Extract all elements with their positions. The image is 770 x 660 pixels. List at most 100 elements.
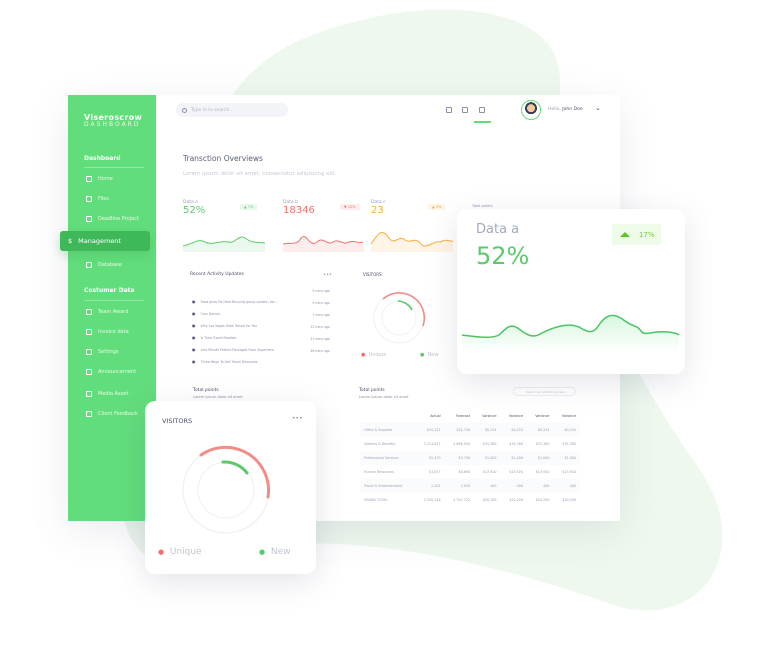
column-header — [360, 409, 415, 423]
brand-subtitle: DASHBOARD — [84, 121, 141, 128]
table-row[interactable]: Salaries & Benefits 2,214,677 2,668,930 $35… — [364, 442, 576, 446]
column-header: Forecast — [456, 414, 471, 418]
settings-icon — [86, 349, 92, 355]
legend-unique: ● Unique — [158, 547, 202, 557]
feedback-icon — [86, 411, 92, 417]
sidebar-item-home[interactable]: Home — [86, 176, 113, 182]
column-header: Variance — [561, 414, 576, 418]
stat-sparkline — [283, 236, 365, 252]
sidebar-item-team-award[interactable]: Team Award — [86, 309, 128, 315]
sidebar-section-dashboard: Dashboard — [84, 155, 121, 162]
total-points-subtitle-left: Lorem ipsum dolor sit amet — [193, 395, 243, 399]
column-header: Variance — [508, 414, 523, 418]
activity-item[interactable]: ● Food grow Do Here Bunying group update… — [192, 289, 330, 304]
sidebar-item-deadline-project[interactable]: Deadline Project — [86, 216, 139, 222]
trophy-icon — [86, 309, 92, 315]
megaphone-icon — [86, 369, 92, 375]
total-points-label-behind: Total points — [472, 204, 493, 208]
total-points-title-left: Total points — [193, 388, 219, 393]
data-a-card: Data a 52% 17% — [457, 209, 685, 374]
stat-sparkline — [183, 236, 266, 252]
column-header: Variance — [482, 414, 497, 418]
stat-value: 23 — [371, 205, 384, 216]
search-icon — [182, 107, 187, 113]
management-icon: $ — [68, 237, 73, 245]
search-input[interactable]: Type in to search... — [176, 103, 288, 117]
stat-badge: ▲ 7% — [240, 204, 258, 210]
stat-badge: ▼ 12% — [340, 204, 360, 210]
data-a-value: 52% — [476, 242, 530, 270]
stat-card: Data c 23 ▲ 9% — [371, 200, 455, 252]
more-icon[interactable]: ••• — [323, 272, 332, 278]
sidebar-item-files[interactable]: Files — [86, 196, 109, 202]
sidebar-item-management[interactable]: $ Management — [60, 231, 150, 251]
legend-unique: ● Unique — [361, 352, 387, 358]
activity-item[interactable]: ● Last Minute Festive Packages From Supe… — [192, 337, 330, 352]
visitors-card: VISITORS ••• ● Unique ● New — [145, 401, 316, 574]
copy-icon[interactable] — [446, 107, 452, 113]
sidebar-item-database[interactable]: Database — [86, 262, 122, 268]
home-icon — [86, 176, 92, 182]
total-points-subtitle: Lorem ipsum dolor sit amet — [359, 395, 409, 399]
table-row[interactable]: Human Resources $1,877 $8,690 $13,920 $13,92… — [364, 470, 576, 474]
total-points-title: Total points — [359, 388, 385, 393]
database-icon — [86, 262, 92, 268]
more-icon[interactable]: ••• — [292, 415, 303, 422]
table-row[interactable]: Office & Supplies $32,221 $32,728 $0,254 $0,… — [360, 423, 580, 437]
column-header: Variance — [535, 414, 550, 418]
stat-sparkline — [371, 232, 454, 252]
table-row[interactable]: GRAND TOTAL 2,345,248 2,707,722 $20,209 $20,… — [364, 498, 576, 502]
recent-activity-card: Recent Activity Updates ••• ● Food grow … — [190, 272, 338, 365]
stat-label: Data a — [183, 200, 198, 205]
files-icon — [86, 196, 92, 202]
sidebar — [68, 95, 156, 521]
data-a-label: Data a — [476, 222, 520, 237]
page-title: Transction Overviews — [183, 154, 263, 163]
activity-item[interactable]: ● Three Ways To Get Travel Discounts 46 m… — [192, 349, 330, 364]
stat-label: Data c — [371, 200, 386, 205]
visitors-mini-card: VISITORS ● Unique ● New — [361, 272, 448, 365]
sidebar-item-announcement[interactable]: Announcement — [86, 369, 136, 375]
user-greeting: Hello, John Doe — [548, 107, 583, 112]
stat-badge: ▲ 9% — [428, 204, 446, 210]
sidebar-item-settings[interactable]: Settings — [86, 349, 119, 355]
arrow-up-icon — [620, 232, 630, 237]
column-header: Actual — [430, 414, 441, 418]
stat-value: 18346 — [283, 205, 315, 216]
visitors-card-title: VISITORS — [162, 417, 193, 425]
table-search-input[interactable]: Search by something here — [513, 387, 576, 396]
activity-item[interactable]: ● Cars Donuts 5 mins ago — [192, 301, 330, 316]
activity-title: Recent Activity Updates — [190, 272, 244, 277]
legend-new: ● New — [420, 352, 439, 358]
chevron-down-icon[interactable]: ⌄ — [595, 104, 601, 112]
visitors-mini-donut — [373, 292, 426, 344]
change-badge: 17% — [612, 224, 661, 245]
stat-card: Data a 52% ▲ 7% — [183, 200, 267, 252]
avatar[interactable] — [521, 100, 541, 120]
data-a-sparkline — [461, 314, 680, 353]
sidebar-item-client-feedback[interactable]: Client Feedback — [86, 411, 138, 417]
stat-value: 52% — [183, 205, 206, 216]
active-tab-indicator — [474, 121, 491, 123]
sidebar-section-costumer-data: Costumer Data — [84, 287, 135, 294]
divider — [84, 167, 144, 168]
report-icon[interactable] — [462, 107, 468, 113]
brand-name: Viseroscrow — [84, 113, 143, 122]
table-row[interactable]: Professional Services $2,470 $3,756 $1,000 $… — [360, 451, 580, 465]
media-icon — [86, 391, 92, 397]
stat-card: Data b 18346 ▼ 12% — [283, 200, 367, 252]
sidebar-item-invoice-data[interactable]: Invoice data — [86, 329, 129, 335]
visitors-donut — [182, 445, 270, 534]
visitors-title: VISITORS — [363, 272, 382, 277]
divider — [84, 300, 144, 301]
activity-item[interactable]: ● Why Las Vegas Hotel Resort for You 7 mi… — [192, 313, 330, 328]
stat-label: Data b — [283, 200, 299, 205]
bank-icon[interactable] — [479, 107, 485, 113]
page-subtitle: Lorem ipsum dolor sit amet, consectetur … — [183, 171, 337, 177]
calendar-icon — [86, 216, 92, 222]
invoice-icon — [86, 329, 92, 335]
activity-item[interactable]: ● Is Time Travel Possible 12 mins ago — [192, 325, 330, 340]
sidebar-item-media-asset[interactable]: Media Asset — [86, 391, 128, 397]
table-row[interactable]: Travel & Entertainment 2,202 2,018 400 400 40… — [360, 479, 580, 493]
data-table: Actual Forecast Variance Variance Variance Va… — [360, 409, 580, 507]
